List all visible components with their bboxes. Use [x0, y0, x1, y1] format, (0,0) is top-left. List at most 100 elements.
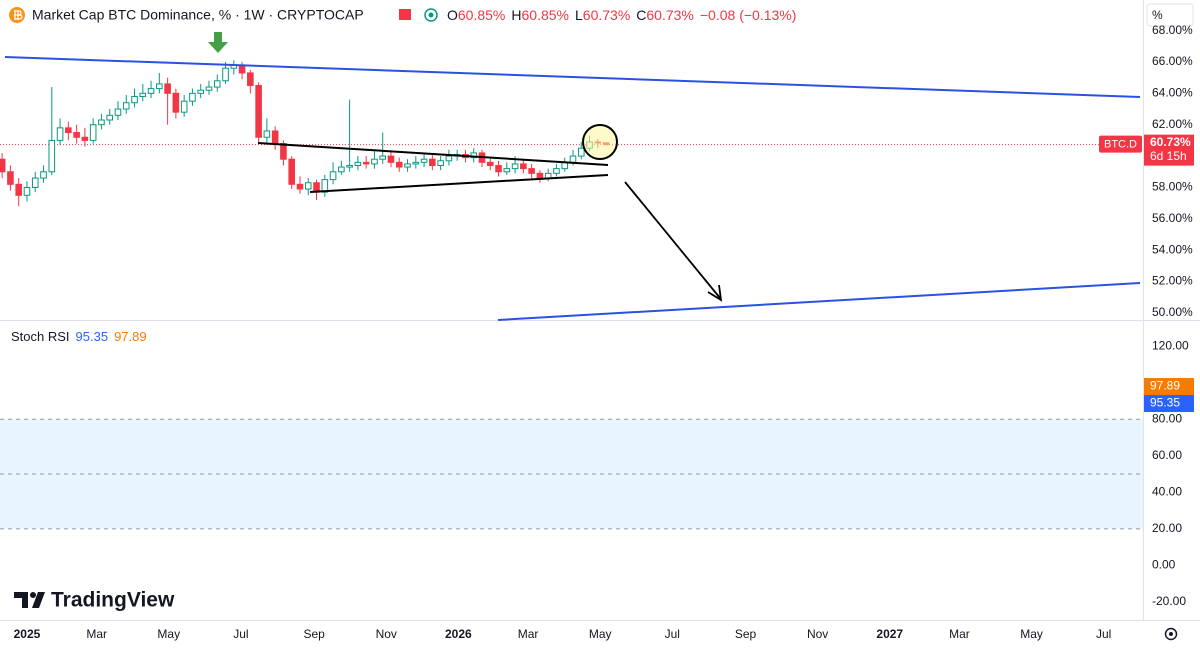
candle-body	[0, 158, 6, 173]
candle-body	[139, 92, 147, 97]
y-tick-label: 56.00%	[1152, 211, 1193, 225]
settings-icon[interactable]	[1164, 627, 1178, 641]
value-tag	[1144, 395, 1194, 413]
candle-body	[73, 132, 80, 138]
candle-body	[40, 171, 47, 179]
y-tick-label: 50.00%	[1152, 305, 1193, 319]
scale-mode-label[interactable]: %	[1152, 8, 1163, 22]
triangle-line	[309, 174, 609, 193]
candle-body	[122, 102, 130, 110]
candle-body	[387, 155, 395, 163]
value-tag	[1144, 378, 1194, 396]
indicator-legend: Stoch RSI 95.35 97.89	[11, 329, 147, 344]
candle-body	[288, 158, 296, 185]
candle-body	[486, 161, 494, 166]
candle-body	[520, 163, 527, 170]
logo-mark	[14, 592, 28, 608]
candle-body	[48, 139, 56, 173]
x-tick-label: May	[1020, 627, 1043, 641]
candle-body	[429, 158, 436, 166]
candle-body	[222, 67, 229, 82]
candle-body	[98, 119, 105, 126]
candle-body	[89, 124, 97, 141]
x-tick-label: 2025	[14, 627, 41, 641]
candle-body	[503, 168, 511, 173]
candle-body	[379, 155, 387, 160]
x-tick-label: Mar	[949, 627, 970, 641]
x-tick-label: Sep	[303, 627, 325, 641]
countdown-label: 6d 15h	[1150, 149, 1187, 163]
ohlc-key: H	[511, 7, 521, 23]
candle-body	[255, 84, 262, 138]
candle-body	[147, 88, 155, 94]
ohlc-change: −0.08 (−0.13%)	[700, 7, 797, 23]
down-arrow-marker	[208, 32, 228, 53]
y-tick-label: 64.00%	[1152, 86, 1193, 100]
logo-mark	[32, 592, 45, 608]
candle-body	[577, 147, 585, 157]
y-tick-label: 66.00%	[1152, 54, 1193, 68]
y2-tick-label: 40.00	[1152, 484, 1182, 498]
x-tick-label: Mar	[86, 627, 107, 641]
candle-body	[247, 72, 254, 86]
candle-body	[213, 80, 221, 88]
brand-name: TradingView	[51, 589, 175, 612]
visibility-icon[interactable]	[424, 8, 438, 22]
symbol-tag	[1099, 135, 1142, 153]
candle-body	[362, 161, 370, 165]
x-tick-label: Jul	[233, 627, 248, 641]
ohlc-value: 60.85%	[458, 7, 505, 23]
candle-body	[114, 108, 122, 116]
y-tick-label: 68.00%	[1152, 23, 1193, 37]
arrow-head	[707, 284, 723, 302]
ohlc-legend: O60.85% H60.85% L60.73% C60.73% −0.08 (−0.13…	[447, 7, 796, 23]
candle-body	[528, 168, 535, 174]
candle-body	[296, 183, 304, 190]
candle-body	[197, 89, 205, 94]
flag-icon[interactable]	[399, 9, 411, 20]
y-tick-label: 62.00%	[1152, 117, 1193, 131]
candle-body	[495, 164, 502, 173]
candle-body	[81, 136, 89, 141]
trend-line	[4, 56, 1141, 98]
candle-body	[412, 161, 420, 165]
candle-body	[395, 161, 403, 168]
ohlc-key: O	[447, 7, 458, 23]
visibility-icon-dot	[428, 12, 434, 18]
symbol-tag-label: BTC.D	[1104, 139, 1137, 151]
candle-body	[511, 163, 519, 170]
candle-body	[65, 127, 72, 134]
candle-body	[338, 166, 345, 173]
indicator-title: Stoch RSI	[11, 329, 70, 344]
x-tick-label: Nov	[807, 627, 828, 641]
marks-layer	[0, 60, 610, 207]
candle-body	[553, 168, 560, 174]
y2-tick-label: 60.00	[1152, 448, 1182, 462]
candle-body	[470, 152, 478, 159]
x-tick-label: 2027	[876, 627, 903, 641]
candle-body	[131, 95, 138, 104]
candle-body	[156, 83, 163, 90]
y-tick-label: 52.00%	[1152, 274, 1193, 288]
candle-body	[164, 83, 171, 94]
candle-body	[172, 92, 180, 113]
candle-body	[354, 161, 362, 166]
trend-line	[497, 282, 1141, 321]
candle-body	[23, 186, 31, 196]
y-tick-label: 58.00%	[1152, 180, 1193, 194]
highlight-circle	[582, 124, 618, 160]
scale-mode-button[interactable]	[1146, 3, 1194, 27]
candle-body	[437, 160, 444, 166]
value-tag-label: 97.89	[1150, 379, 1180, 393]
candle-body	[56, 127, 64, 141]
last-price-tag	[1144, 134, 1194, 166]
x-tick-label: May	[157, 627, 180, 641]
chart-title: Market Cap BTC Dominance, % · 1W · CRYPT…	[32, 7, 364, 23]
candle-body	[15, 183, 22, 196]
settings-icon-center	[1169, 632, 1173, 636]
arrow-line	[624, 181, 721, 299]
ohlc-key: C	[636, 7, 646, 23]
candle-body	[7, 171, 14, 185]
